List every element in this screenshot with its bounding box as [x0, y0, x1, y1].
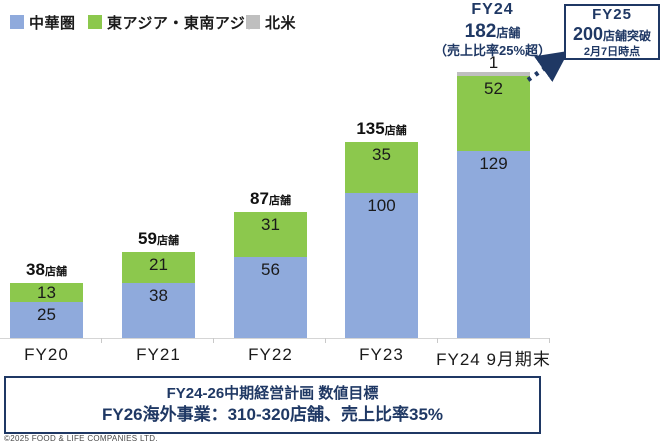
- bar-segment: [10, 282, 83, 302]
- fy25-milestone-box: FY25 200店舗突破 2月7日時点: [564, 4, 660, 60]
- segment-value-label: 13: [37, 282, 56, 302]
- bar-segment: [345, 193, 418, 338]
- dotted-arrow-icon: [524, 50, 569, 84]
- fy24-annotation-count: 182店舗: [464, 21, 521, 42]
- bar-segment: [457, 150, 530, 338]
- x-axis-tick: [325, 338, 326, 343]
- legend-item-north-america: 北米: [246, 14, 297, 32]
- legend-item-label: 東アジア・東南アジア: [107, 14, 261, 32]
- segment-value-label: 1: [488, 52, 499, 72]
- bar-segment: [234, 256, 307, 338]
- bar-segment: [122, 282, 195, 338]
- china-swatch-icon: [10, 15, 24, 29]
- segment-value-label: 52: [484, 78, 503, 98]
- x-axis-tick: [437, 338, 438, 343]
- segment-value-label: 129: [479, 153, 508, 173]
- fy24-total-annotation: FY24 182店舗 （売上比率25%超）: [415, 1, 570, 58]
- fy25-box-count: 200店舗突破: [572, 23, 652, 44]
- bar-total-label: 38店舗: [26, 259, 67, 279]
- x-axis-label: FY24 9月期末: [436, 350, 551, 369]
- segment-value-label: 31: [261, 214, 280, 234]
- legend-item-china: 中華圏: [10, 14, 76, 32]
- x-axis-label: FY23: [359, 345, 404, 364]
- x-axis-label: FY20: [24, 345, 69, 364]
- x-axis-tick: [549, 338, 550, 343]
- bar-segment: [457, 71, 530, 76]
- segment-value-label: 25: [37, 304, 56, 324]
- bar-segment: [10, 301, 83, 338]
- x-axis-tick: [101, 338, 102, 343]
- bar-total-label: 87店舗: [250, 188, 291, 208]
- segment-value-label: 56: [261, 259, 280, 279]
- bar-total-label: 135店舗: [356, 119, 407, 139]
- x-axis-label: FY21: [136, 345, 181, 364]
- bar-segment: [345, 142, 418, 193]
- x-axis-tick: [213, 338, 214, 343]
- segment-value-label: 100: [367, 196, 396, 215]
- north-america-swatch-icon: [246, 15, 260, 29]
- legend-item-label: 中華圏: [29, 14, 76, 32]
- bar-segment: [234, 211, 307, 257]
- segment-value-label: 35: [372, 145, 391, 165]
- segment-value-label: 38: [149, 285, 168, 305]
- legend-item-east-southeast-asia: 東アジア・東南アジア: [88, 14, 261, 32]
- fy25-box-title: FY25: [592, 5, 632, 23]
- fy25-box-date: 2月7日時点: [583, 45, 641, 58]
- copyright-text: ©2025 FOOD & LIFE COMPANIES LTD.: [4, 434, 158, 443]
- fy24-annotation-title: FY24: [471, 1, 514, 18]
- segment-value-label: 21: [149, 255, 168, 275]
- fy24-annotation-ratio: （売上比率25%超）: [433, 43, 552, 58]
- x-axis-line: [0, 338, 550, 339]
- bar-segment: [457, 75, 530, 151]
- x-axis-label: FY22: [248, 345, 293, 364]
- asia-swatch-icon: [88, 15, 102, 29]
- midterm-plan-target: FY26海外事業：310-320店舗、売上比率35%: [101, 404, 444, 424]
- bar-segment: [122, 252, 195, 283]
- legend-item-label: 北米: [265, 14, 297, 32]
- midterm-plan-box: FY24-26中期経営計画 数値目標 FY26海外事業：310-320店舗、売上…: [4, 376, 541, 434]
- midterm-plan-title: FY24-26中期経営計画 数値目標: [166, 385, 379, 403]
- bar-total-label: 59店舗: [138, 229, 179, 249]
